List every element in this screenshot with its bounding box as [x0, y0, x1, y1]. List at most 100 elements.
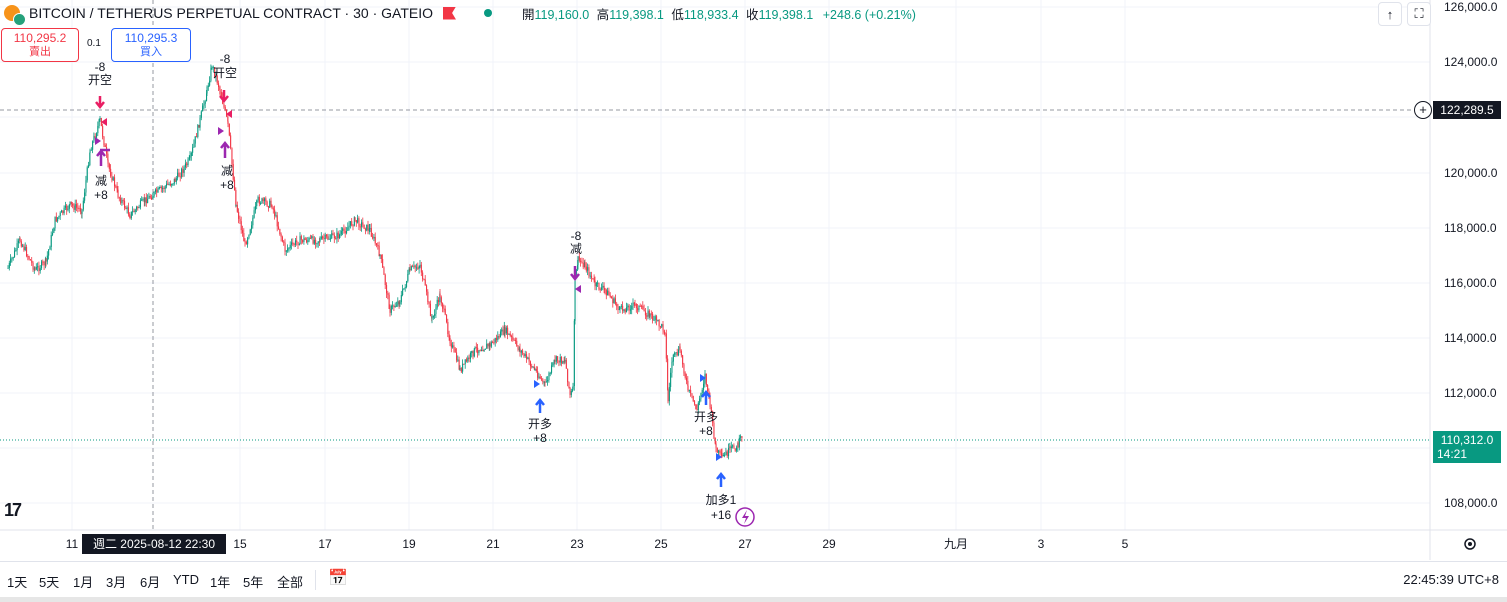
candle-body — [125, 207, 127, 209]
annotation-short-2-label: 开空 — [213, 66, 237, 80]
candle-body — [54, 216, 56, 229]
candle-body — [713, 422, 715, 438]
annotation-long-1-label: 开多 — [528, 417, 552, 431]
price-tick: 114,000.0 — [1444, 331, 1497, 345]
buy-button[interactable]: 110,295.3 買入 — [111, 28, 191, 62]
settings-icon[interactable] — [1464, 538, 1476, 550]
candle-body — [656, 316, 658, 321]
bar-countdown: 14:21 — [1437, 447, 1468, 461]
candle-body — [366, 224, 368, 231]
candle-body — [400, 295, 402, 303]
candle-body — [618, 308, 620, 310]
candle-body — [313, 239, 315, 244]
candle-body — [364, 228, 366, 231]
range-1y[interactable]: 1年 — [210, 575, 231, 590]
current-price-label: 110,312.0 14:21 — [1433, 431, 1501, 463]
candle-body — [359, 226, 361, 228]
time-tick: 21 — [486, 537, 500, 551]
candle-body — [471, 351, 473, 354]
candle-body — [531, 366, 533, 368]
candle-body — [624, 309, 626, 313]
tradingview-logo[interactable]: 17 — [4, 500, 22, 520]
candle-body — [351, 221, 353, 226]
price-chart[interactable]: -8 开空 -8 开空 减 +8 减 +8 -8 减 开多 +8 开多 +8 加… — [0, 0, 1507, 560]
clock[interactable]: 22:45:39 UTC+8 — [1403, 572, 1499, 587]
reduce-arrow-icon — [96, 148, 110, 166]
candle-body — [367, 224, 369, 231]
candle-body — [149, 195, 151, 198]
candle-body — [632, 302, 634, 306]
high-value: 119,398.1 — [609, 7, 664, 22]
sell-label: 賣出 — [29, 46, 51, 58]
candle-body — [143, 198, 145, 203]
candle-body — [209, 80, 211, 86]
candle-body — [649, 313, 651, 317]
range-3m[interactable]: 3月 — [106, 575, 127, 590]
candle-body — [577, 256, 579, 265]
candle-body — [280, 234, 282, 238]
candle-body — [499, 331, 501, 338]
market-status-dot — [483, 9, 492, 17]
candle-body — [262, 198, 264, 202]
candle-body — [297, 241, 299, 245]
candle-body — [552, 362, 554, 366]
sell-price: 110,295.2 — [13, 31, 67, 45]
candle-body — [598, 282, 600, 290]
candle-body — [720, 452, 722, 454]
candle-body — [659, 326, 661, 328]
fullscreen-icon[interactable]: ⛶ — [1407, 2, 1431, 26]
range-1m[interactable]: 1月 — [73, 575, 94, 590]
candle-body — [496, 337, 498, 340]
range-5y[interactable]: 5年 — [243, 575, 264, 590]
execution-triangle — [95, 137, 101, 145]
candle-body — [384, 274, 386, 286]
execution-triangle — [101, 118, 107, 126]
candle-body — [668, 387, 670, 402]
range-5d[interactable]: 5天 — [39, 575, 60, 590]
candle-body — [178, 172, 180, 177]
candle-body — [204, 101, 206, 104]
scroll-up-icon[interactable]: ↑ — [1378, 2, 1402, 26]
candle-body — [33, 268, 35, 270]
candle-body — [147, 198, 149, 204]
low-label: 低 — [671, 7, 684, 22]
candle-body — [619, 306, 621, 309]
range-ytd[interactable]: YTD — [173, 572, 199, 587]
price-axis[interactable]: 126,000.0 124,000.0 120,000.0 118,000.0 … — [1444, 0, 1498, 510]
candle-body — [541, 378, 543, 380]
candle-body — [245, 241, 247, 245]
candle-body — [690, 389, 692, 394]
time-tick: 25 — [654, 537, 668, 551]
candle-body — [190, 152, 192, 157]
candle-body — [505, 327, 507, 334]
candle-body — [548, 373, 550, 381]
candle-body — [127, 207, 129, 215]
time-tick: 27 — [738, 537, 752, 551]
candle-body — [404, 287, 406, 289]
annotation-long-2-label: 开多 — [694, 410, 718, 424]
high-label: 高 — [596, 7, 610, 22]
candle-body — [16, 243, 18, 251]
sell-button[interactable]: 110,295.2 賣出 — [1, 28, 79, 62]
candle-body — [74, 204, 76, 210]
range-1d[interactable]: 1天 — [7, 575, 28, 590]
lightning-icon[interactable] — [735, 507, 755, 527]
horizontal-scrollbar[interactable] — [0, 597, 1507, 602]
candle-body — [428, 302, 430, 304]
candle-body — [235, 190, 237, 207]
candle-body — [687, 380, 689, 386]
time-tick: 17 — [318, 537, 332, 551]
candle-body — [502, 329, 504, 335]
symbol-title[interactable]: BITCOIN / TETHERUS PERPETUAL CONTRACT · … — [29, 5, 433, 21]
candle-body — [96, 133, 98, 138]
candle-body — [253, 210, 255, 218]
range-6m[interactable]: 6月 — [140, 575, 161, 590]
flag-icon[interactable] — [442, 6, 456, 20]
range-all[interactable]: 全部 — [277, 575, 304, 590]
candle-body — [236, 204, 238, 212]
candle-body — [467, 357, 469, 362]
time-axis[interactable]: 11 15 17 19 21 23 25 27 29 九月 3 5 — [66, 537, 1129, 551]
date-range-icon[interactable]: 📅 — [328, 570, 348, 587]
candle-body — [227, 121, 229, 124]
crosshair-plus-icon[interactable]: + — [1414, 101, 1432, 119]
